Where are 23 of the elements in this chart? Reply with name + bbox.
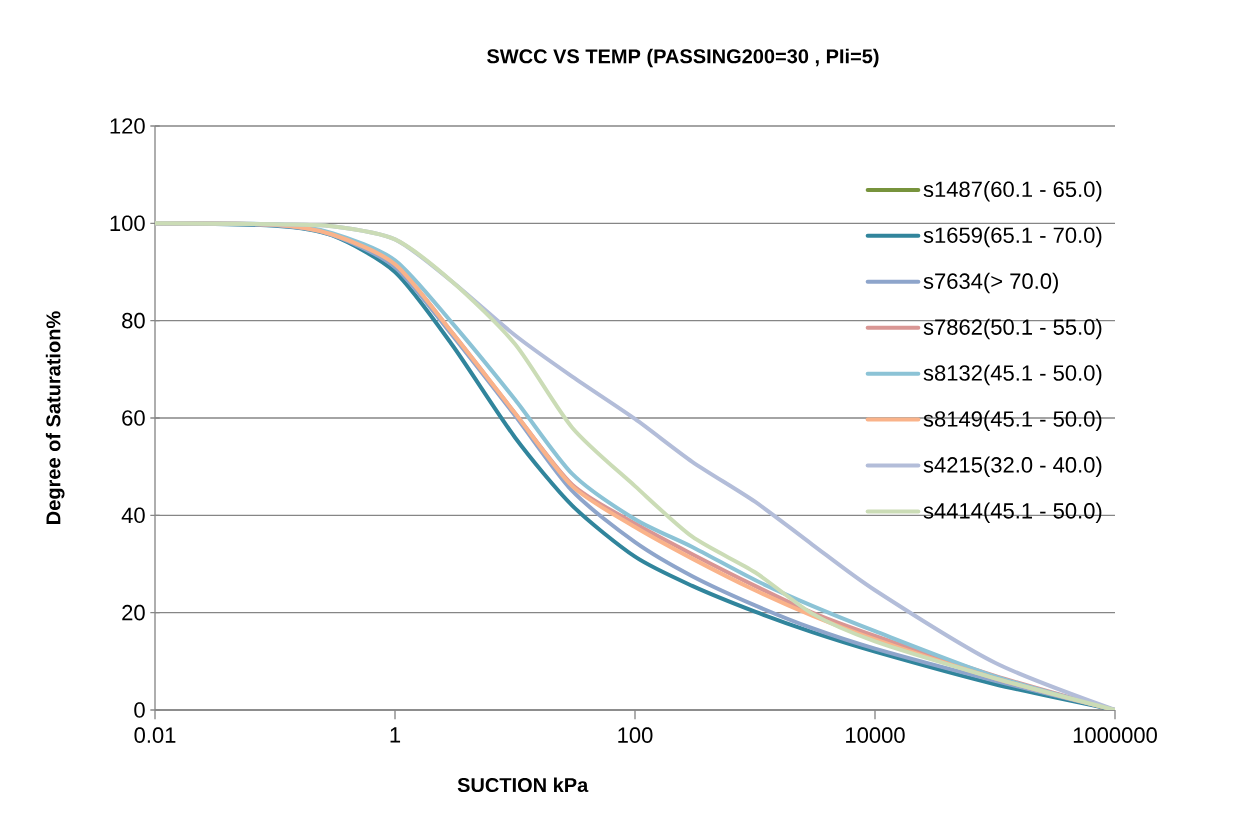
- legend-label: s8132(45.1 - 50.0): [923, 364, 1102, 386]
- legend-label: s7634(> 70.0): [923, 272, 1058, 294]
- legend-label: s4215(32.0 - 40.0): [923, 456, 1102, 478]
- legend-label: s4414(45.1 - 50.0): [923, 502, 1102, 523]
- y-tick-label: 100: [110, 215, 145, 232]
- y-tick-label: 120: [110, 118, 145, 134]
- y-tick-label: 0: [134, 702, 145, 718]
- y-tick-label: 80: [122, 312, 145, 329]
- chart-title: SWCC VS TEMP (PASSING200=30 , PIi=5): [487, 48, 879, 68]
- y-tick-label: 60: [122, 410, 145, 426]
- x-tick-label: 1: [390, 727, 401, 743]
- y-tick-label: 20: [122, 604, 145, 621]
- x-axis-title: SUCTION kPa: [457, 777, 589, 793]
- x-tick-label: 10000: [846, 727, 905, 743]
- y-axis-title: Degree of Saturation%: [45, 311, 65, 524]
- legend-label: s7862(50.1 - 55.0): [923, 318, 1102, 340]
- y-tick-label: 40: [121, 507, 145, 524]
- x-tick-label: 100: [618, 727, 653, 743]
- legend-label: s1659(65.1 - 70.0): [923, 226, 1102, 248]
- x-tick-label: 0.01: [134, 727, 176, 743]
- legend-label: s1487(60.1 - 65.0): [923, 180, 1102, 202]
- legend-label: s8149(45.1 - 50.0): [923, 410, 1102, 432]
- x-tick-label: 1000000: [1073, 727, 1157, 743]
